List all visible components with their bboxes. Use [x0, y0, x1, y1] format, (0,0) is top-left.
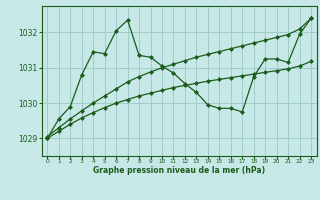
X-axis label: Graphe pression niveau de la mer (hPa): Graphe pression niveau de la mer (hPa)	[93, 166, 265, 175]
